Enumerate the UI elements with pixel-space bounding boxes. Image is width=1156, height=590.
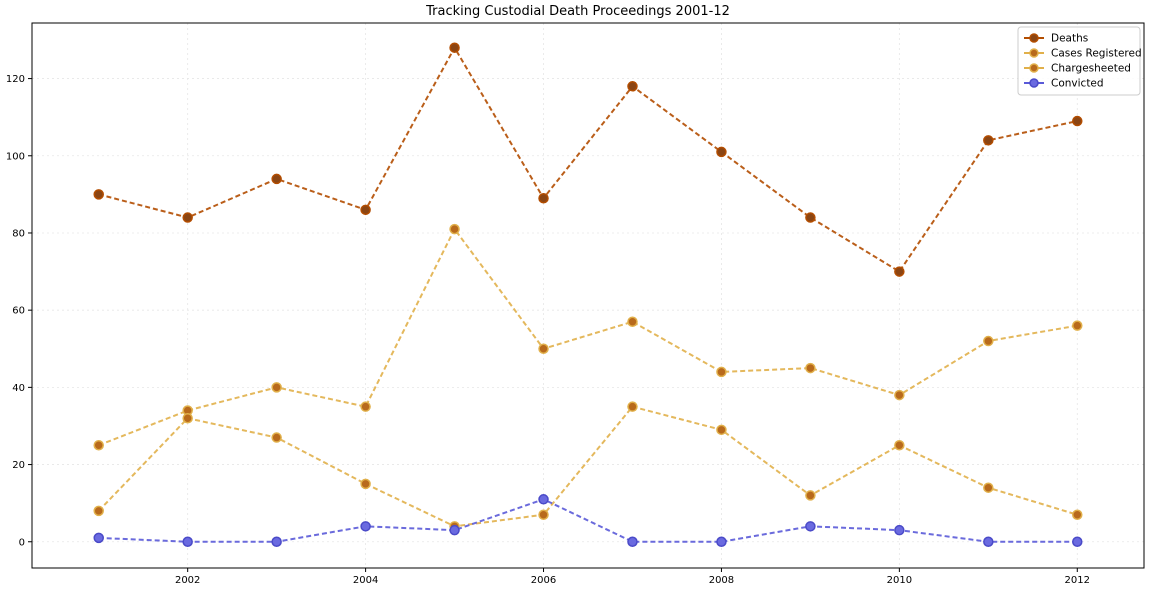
data-point bbox=[1072, 320, 1083, 331]
legend-label: Convicted bbox=[1051, 78, 1104, 90]
y-tick-label: 0 bbox=[19, 537, 25, 548]
data-point bbox=[627, 316, 638, 327]
data-point bbox=[271, 536, 282, 548]
legend-item: Deaths bbox=[1024, 33, 1088, 45]
series-deaths bbox=[93, 42, 1083, 277]
legend-marker bbox=[1029, 78, 1039, 88]
data-point bbox=[983, 482, 994, 493]
data-point bbox=[360, 204, 371, 216]
data-point bbox=[182, 536, 193, 548]
data-point bbox=[805, 521, 816, 532]
legend-item: Convicted bbox=[1024, 78, 1104, 90]
x-tick-label: 2008 bbox=[709, 575, 734, 586]
x-tick-label: 2010 bbox=[887, 575, 912, 586]
series-line bbox=[98, 227, 1078, 447]
x-tick-label: 2002 bbox=[175, 575, 200, 586]
legend-label: Cases Registered bbox=[1051, 48, 1142, 60]
legend-label: Deaths bbox=[1051, 33, 1088, 45]
data-point bbox=[627, 81, 638, 92]
legend-marker bbox=[1029, 48, 1039, 58]
series-line bbox=[97, 405, 1078, 528]
data-point bbox=[93, 189, 104, 200]
data-point bbox=[182, 412, 193, 424]
x-tick-label: 2012 bbox=[1065, 575, 1090, 586]
legend-box bbox=[1017, 26, 1141, 96]
data-point bbox=[716, 366, 727, 378]
y-tick-label: 40 bbox=[12, 383, 25, 394]
legend-item: Chargesheeted bbox=[1024, 63, 1131, 75]
data-point bbox=[805, 362, 816, 374]
y-axis: 0 20 40 60 80 100 120 bbox=[6, 74, 32, 548]
data-point bbox=[894, 389, 905, 401]
data-point bbox=[360, 521, 371, 532]
x-tick-label: 2004 bbox=[353, 575, 378, 586]
data-point bbox=[983, 335, 994, 347]
series-line bbox=[98, 45, 1078, 273]
data-point bbox=[538, 494, 549, 505]
data-point bbox=[1072, 509, 1083, 520]
legend-marker bbox=[1029, 63, 1039, 73]
grid-lines bbox=[32, 23, 1144, 568]
data-point bbox=[538, 192, 549, 204]
plot-frame bbox=[31, 22, 1145, 569]
series-layer bbox=[93, 42, 1083, 548]
legend-marker bbox=[1029, 33, 1039, 43]
data-point bbox=[983, 135, 994, 146]
data-point bbox=[449, 42, 460, 53]
data-point bbox=[360, 478, 371, 490]
data-point bbox=[716, 146, 727, 158]
data-point bbox=[538, 509, 549, 520]
x-tick-label: 2006 bbox=[531, 575, 556, 586]
data-point bbox=[627, 536, 638, 548]
legend-label: Chargesheeted bbox=[1051, 63, 1131, 75]
data-point bbox=[1072, 115, 1083, 127]
y-tick-label: 100 bbox=[6, 151, 25, 162]
series-chargesheeted bbox=[93, 401, 1083, 532]
data-point bbox=[93, 505, 104, 517]
data-point bbox=[93, 440, 104, 451]
data-point bbox=[360, 401, 371, 412]
data-point bbox=[93, 532, 104, 544]
y-tick-label: 20 bbox=[12, 460, 25, 471]
data-point bbox=[271, 432, 282, 443]
series-cases-registered bbox=[93, 223, 1083, 451]
y-tick-label: 80 bbox=[12, 228, 25, 239]
data-point bbox=[716, 424, 727, 436]
data-point bbox=[716, 536, 727, 548]
data-point bbox=[538, 343, 549, 355]
data-point bbox=[1072, 536, 1083, 548]
legend-item: Cases Registered bbox=[1024, 48, 1142, 60]
data-point bbox=[627, 401, 638, 412]
y-tick-label: 60 bbox=[12, 306, 25, 317]
legend: Deaths Cases Registered Chargesheeted Convi… bbox=[1017, 26, 1142, 96]
series-convicted bbox=[93, 494, 1083, 548]
data-point bbox=[271, 382, 282, 393]
data-point bbox=[894, 440, 905, 451]
data-point bbox=[894, 266, 905, 277]
data-point bbox=[894, 524, 905, 536]
series-line bbox=[98, 498, 1078, 543]
data-point bbox=[983, 536, 994, 548]
y-tick-label: 120 bbox=[6, 74, 25, 85]
data-point bbox=[449, 524, 460, 536]
x-axis: 2002 2004 2006 2008 2010 2012 bbox=[175, 568, 1090, 586]
data-point bbox=[271, 173, 282, 185]
chart-title: Tracking Custodial Death Proceedings 200… bbox=[426, 4, 730, 19]
data-point bbox=[805, 490, 816, 501]
data-point bbox=[805, 212, 816, 223]
data-point bbox=[182, 212, 193, 223]
data-point bbox=[449, 223, 460, 235]
